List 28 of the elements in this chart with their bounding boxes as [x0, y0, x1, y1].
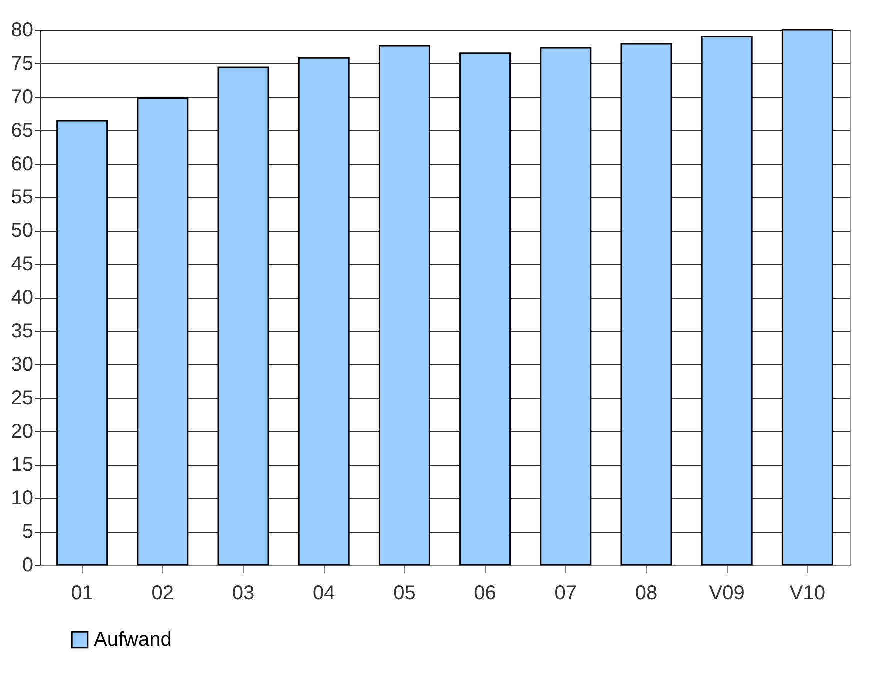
x-tick-label: 04 [312, 582, 336, 604]
y-tick-label: 45 [11, 254, 34, 276]
y-tick-label: 50 [11, 220, 34, 242]
y-tick-label: 30 [11, 354, 34, 376]
y-tick-label: 55 [11, 186, 34, 209]
x-tick-label: 08 [635, 582, 658, 604]
y-tick-label: 25 [11, 387, 34, 410]
x-tick-label: 06 [474, 582, 496, 604]
x-tick-label: 05 [394, 582, 416, 604]
y-tick-label: 20 [11, 420, 34, 443]
legend-label: Aufwand [94, 629, 172, 651]
x-tick-label: V10 [790, 582, 826, 604]
x-tick-label: 01 [71, 582, 94, 604]
x-tick-label: V09 [709, 582, 745, 604]
x-tick-label: 03 [232, 582, 255, 604]
y-tick-label: 70 [11, 86, 34, 108]
x-tick-label: 02 [152, 582, 174, 604]
x-tick-label: 07 [554, 582, 578, 604]
y-tick-label: 60 [11, 153, 34, 176]
y-tick-label: 15 [11, 454, 34, 476]
y-tick-label: 35 [11, 320, 34, 342]
y-tick-label: 0 [22, 554, 34, 576]
y-tick-label: 65 [11, 120, 34, 142]
y-tick-label: 80 [11, 20, 34, 42]
y-tick-label: 5 [22, 521, 34, 544]
y-tick-label: 75 [11, 52, 34, 75]
y-tick-label: 40 [11, 287, 34, 309]
y-tick-label: 10 [11, 488, 34, 510]
